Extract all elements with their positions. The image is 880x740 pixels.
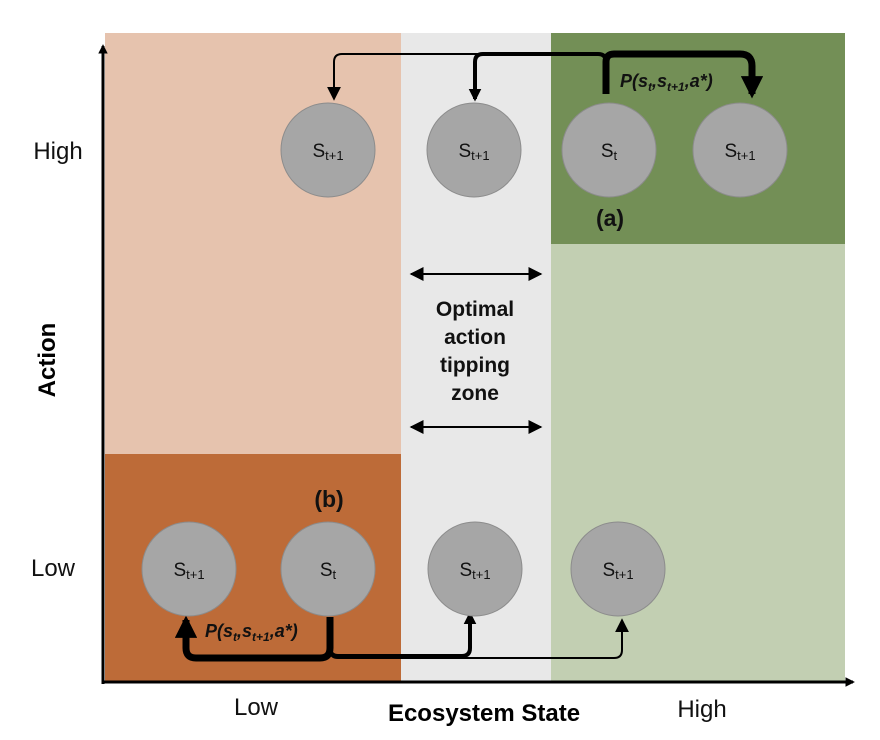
node-low-tipping: St+1 <box>427 521 523 617</box>
node-label: St+1 <box>312 141 343 163</box>
node-low-current-state: St <box>280 521 376 617</box>
x-axis-title: Ecosystem State <box>388 700 580 727</box>
node-label: St+1 <box>602 560 633 582</box>
y-tick-high: High <box>33 138 82 165</box>
panel-label-b: (b) <box>314 486 343 512</box>
tipping-zone-line-2: action <box>444 326 506 349</box>
y-tick-low: Low <box>31 555 76 582</box>
y-axis-title: Action <box>34 323 61 398</box>
node-circle <box>570 521 666 617</box>
probability-label-a: P(st,st+1,a*) <box>620 71 713 94</box>
node-label: St+1 <box>724 141 755 163</box>
node-high-current-state: St <box>561 102 657 198</box>
panel-label-a: (a) <box>596 205 624 231</box>
node-low-low-state: St+1 <box>141 521 237 617</box>
node-label: St+1 <box>458 141 489 163</box>
node-circle <box>692 102 788 198</box>
node-circle <box>427 521 523 617</box>
node-high-tipping: St+1 <box>426 102 522 198</box>
zone-high-state-low-action <box>551 244 845 682</box>
node-circle <box>561 102 657 198</box>
probability-label-b: P(st,st+1,a*) <box>205 621 298 644</box>
tipping-zone-line-3: tipping <box>440 354 510 377</box>
node-circle <box>141 521 237 617</box>
arrow-a-stay-high <box>602 50 764 99</box>
node-label: St+1 <box>173 560 204 582</box>
x-tick-low: Low <box>234 694 279 721</box>
node-low-high-state: St+1 <box>570 521 666 617</box>
node-high-low-state: St+1 <box>280 102 376 198</box>
tipping-zone-line-4: zone <box>451 382 499 405</box>
node-label: St <box>601 141 618 163</box>
arrow-b-to-high-state <box>329 617 629 659</box>
node-circle <box>426 102 522 198</box>
tipping-zone-line-1: Optimal <box>436 298 514 321</box>
zone-low-state-high-action <box>105 33 401 454</box>
node-circle <box>280 102 376 198</box>
node-high-high-state: St+1 <box>692 102 788 198</box>
x-tick-high: High <box>677 696 726 723</box>
node-label: St <box>320 560 337 582</box>
node-label: St+1 <box>459 560 490 582</box>
node-circle <box>280 521 376 617</box>
